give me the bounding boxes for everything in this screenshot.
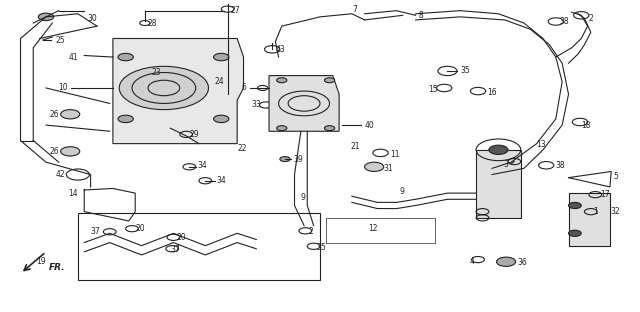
- Text: 33: 33: [252, 100, 261, 110]
- Text: 24: 24: [215, 77, 225, 86]
- Bar: [568, 193, 610, 246]
- Circle shape: [118, 53, 133, 61]
- Circle shape: [214, 53, 229, 61]
- Text: 29: 29: [189, 130, 199, 139]
- Text: 18: 18: [581, 120, 591, 129]
- Text: 35: 35: [460, 66, 470, 76]
- Circle shape: [61, 110, 80, 119]
- Circle shape: [497, 257, 516, 266]
- Text: 8: 8: [419, 11, 424, 20]
- Circle shape: [568, 202, 581, 208]
- Circle shape: [61, 147, 80, 156]
- Text: 36: 36: [518, 258, 527, 267]
- Text: 42: 42: [56, 170, 65, 179]
- Text: 34: 34: [198, 161, 207, 170]
- Circle shape: [119, 66, 209, 110]
- Text: 32: 32: [610, 207, 620, 216]
- Text: 39: 39: [293, 154, 303, 163]
- Text: 31: 31: [384, 164, 394, 173]
- Text: 38: 38: [559, 17, 568, 26]
- Bar: [78, 213, 320, 280]
- Text: 4: 4: [469, 257, 474, 266]
- Text: 20: 20: [135, 224, 145, 233]
- Circle shape: [365, 162, 384, 172]
- Text: FR.: FR.: [49, 263, 66, 272]
- Text: 16: 16: [487, 88, 497, 97]
- Text: 41: 41: [68, 52, 78, 61]
- Text: 9: 9: [399, 187, 404, 196]
- Text: 15: 15: [428, 85, 438, 94]
- Circle shape: [489, 145, 508, 154]
- Text: 26: 26: [49, 110, 59, 119]
- Circle shape: [568, 230, 581, 236]
- Circle shape: [276, 126, 287, 131]
- Polygon shape: [113, 38, 244, 144]
- Text: 25: 25: [56, 36, 65, 45]
- Text: 10: 10: [59, 84, 68, 92]
- Circle shape: [324, 126, 335, 131]
- Text: 17: 17: [600, 190, 610, 199]
- Text: 9: 9: [301, 193, 306, 202]
- Text: 28: 28: [148, 18, 157, 27]
- Bar: [326, 218, 435, 243]
- Text: 1: 1: [593, 207, 598, 216]
- Text: 43: 43: [275, 45, 285, 54]
- Text: 34: 34: [217, 176, 227, 185]
- Circle shape: [38, 13, 54, 21]
- Text: 11: 11: [390, 150, 399, 159]
- Text: 13: 13: [537, 140, 547, 149]
- Text: 7: 7: [352, 5, 357, 14]
- Circle shape: [280, 157, 290, 162]
- Text: 3: 3: [503, 160, 508, 169]
- Circle shape: [214, 115, 229, 123]
- Circle shape: [118, 115, 133, 123]
- Text: 14: 14: [68, 189, 78, 197]
- Text: 23: 23: [151, 68, 161, 77]
- Text: 21: 21: [351, 142, 360, 151]
- Text: 35: 35: [317, 243, 326, 252]
- Text: 37: 37: [170, 245, 180, 254]
- Text: 19: 19: [36, 257, 46, 266]
- Text: 2: 2: [589, 14, 594, 23]
- Text: 30: 30: [88, 14, 97, 23]
- Polygon shape: [269, 76, 339, 131]
- Text: 20: 20: [177, 233, 186, 242]
- Circle shape: [276, 78, 287, 83]
- Text: 40: 40: [365, 120, 374, 129]
- Circle shape: [324, 78, 335, 83]
- Text: 6: 6: [242, 84, 246, 92]
- Text: 22: 22: [237, 144, 246, 153]
- Text: 26: 26: [49, 147, 59, 156]
- Text: 27: 27: [231, 6, 241, 15]
- Text: 37: 37: [90, 227, 100, 236]
- Text: 38: 38: [556, 161, 565, 170]
- Text: 5: 5: [613, 172, 618, 181]
- Polygon shape: [476, 150, 521, 218]
- Text: 2: 2: [308, 227, 314, 236]
- Text: 12: 12: [368, 224, 378, 233]
